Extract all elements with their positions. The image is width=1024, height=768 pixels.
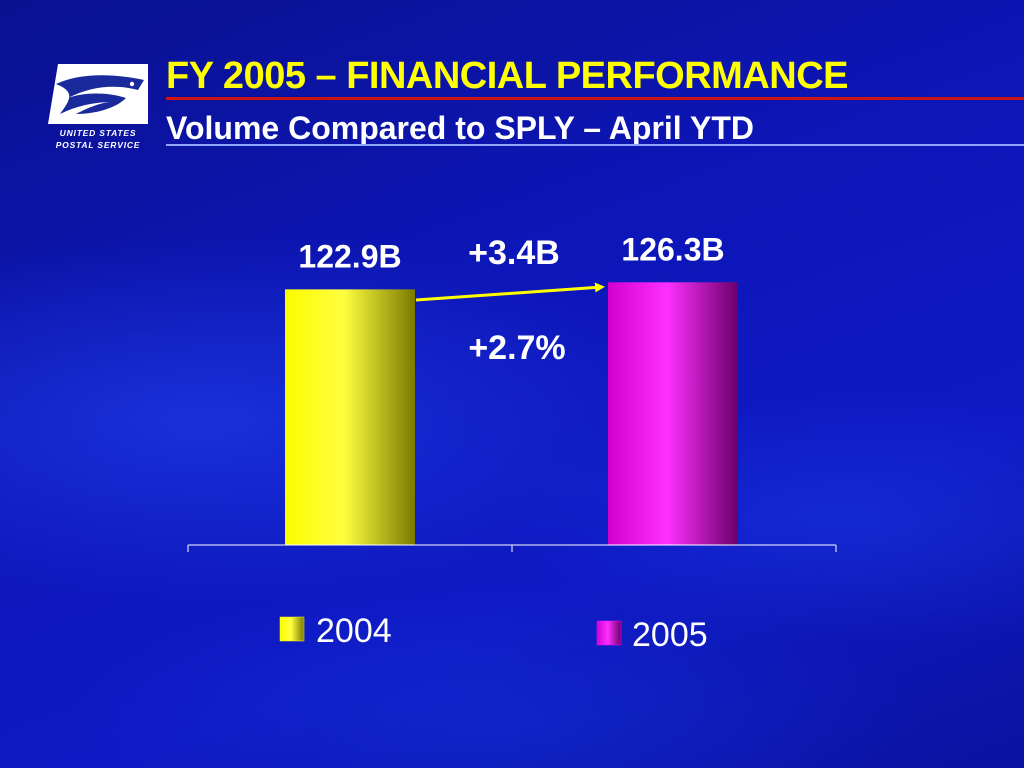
chart-legend: 2004 2005 (279, 612, 708, 654)
legend-swatch-2005 (596, 620, 622, 646)
change-absolute-label: +3.4B (468, 234, 560, 272)
data-label-2005: 126.3B (621, 231, 724, 267)
logo-text-line2: POSTAL SERVICE (55, 140, 141, 150)
subtitle-underline (166, 144, 1024, 146)
change-arrow (415, 282, 605, 302)
slide-title: FY 2005 – FINANCIAL PERFORMANCE (166, 55, 849, 97)
bar-2005 (608, 282, 738, 545)
legend-label-2005: 2005 (632, 616, 708, 654)
change-percent-label: +2.7% (468, 329, 565, 367)
bar-2004 (285, 289, 415, 545)
usps-logo: UNITED STATES POSTAL SERVICE (46, 62, 150, 156)
legend-label-2004: 2004 (316, 612, 392, 650)
eagle-icon (48, 64, 148, 124)
slide-subtitle: Volume Compared to SPLY – April YTD (166, 110, 754, 146)
legend-swatch-2004 (279, 616, 305, 642)
title-underline (166, 97, 1024, 100)
data-label-2004: 122.9B (298, 238, 401, 274)
logo-text-line1: UNITED STATES (59, 128, 137, 138)
